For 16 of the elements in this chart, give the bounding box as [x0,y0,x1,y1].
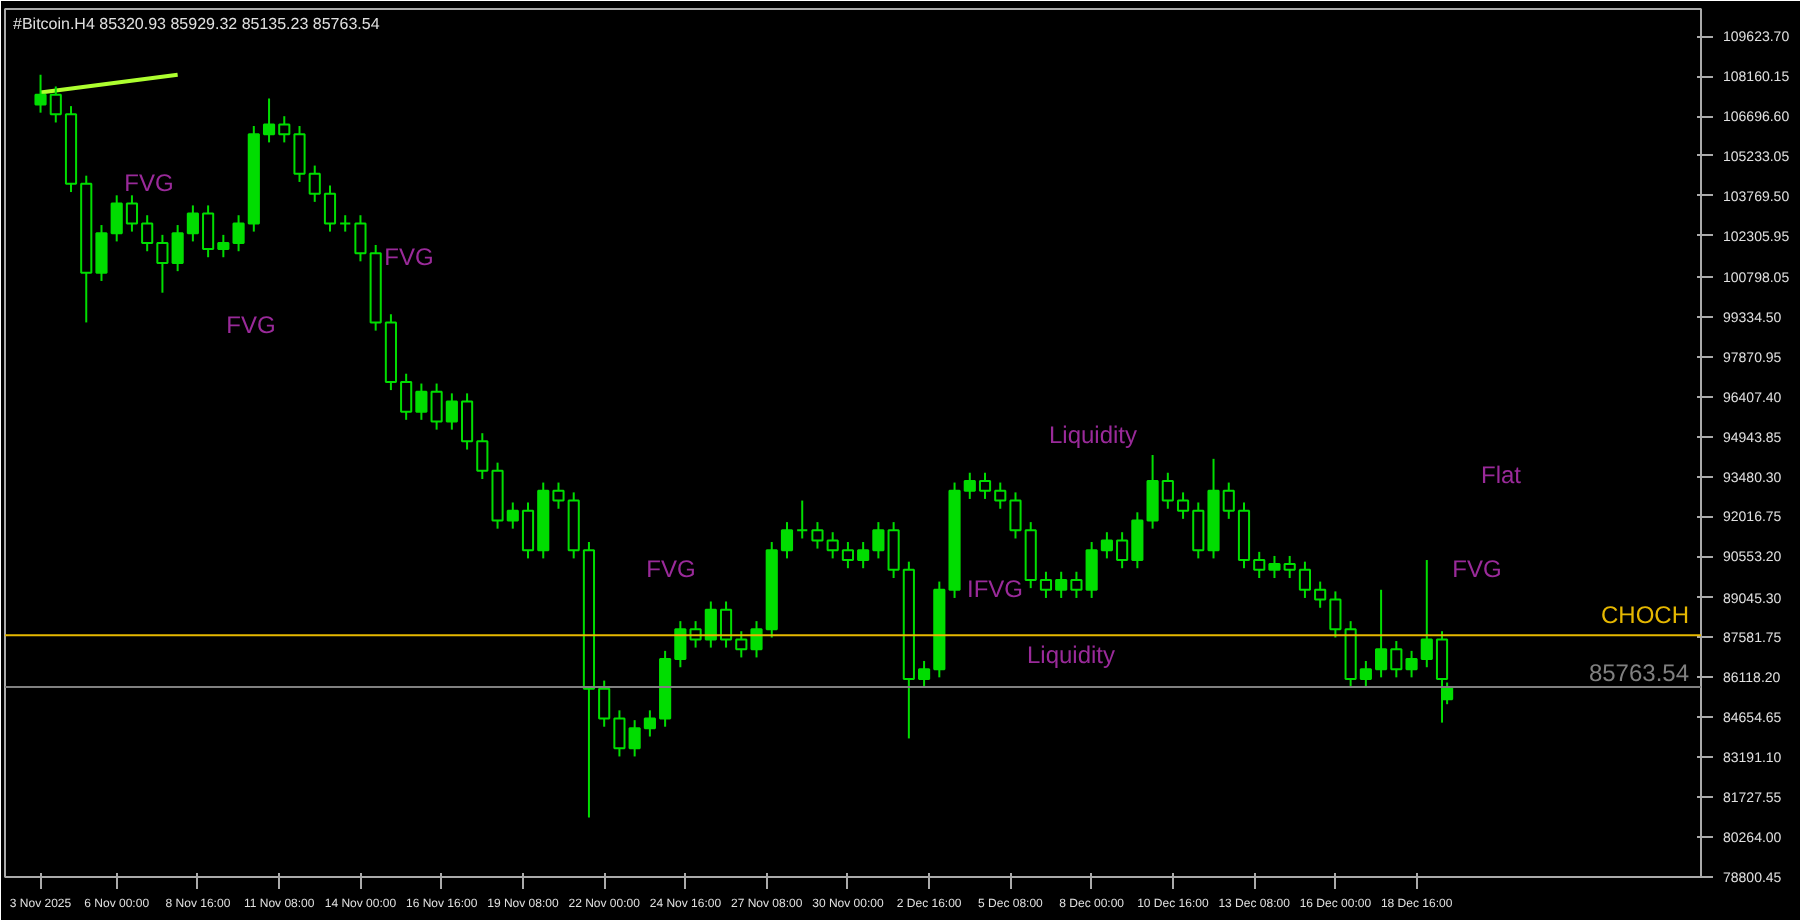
annotation: FVG [124,169,174,197]
candlestick [339,214,352,233]
annotation: FVG [384,243,434,271]
candlestick [811,521,824,550]
annotation: IFVG [967,575,1024,603]
annotation: Flat [1481,461,1523,489]
ref-line-label: 85763.54 [1588,659,1690,688]
ref-line-label: CHOCH [1601,601,1689,630]
candlestick [826,531,839,560]
annotation: FVG [1452,555,1502,583]
candlestick [796,499,809,540]
annotation: FVG [646,555,696,583]
annotation: Liquidity [1026,641,1116,669]
annotation: FVG [226,311,276,339]
chart-title: #Bitcoin.H4 85320.93 85929.32 85135.23 85763.54 [13,15,381,33]
annotation: Liquidity [1048,421,1138,449]
